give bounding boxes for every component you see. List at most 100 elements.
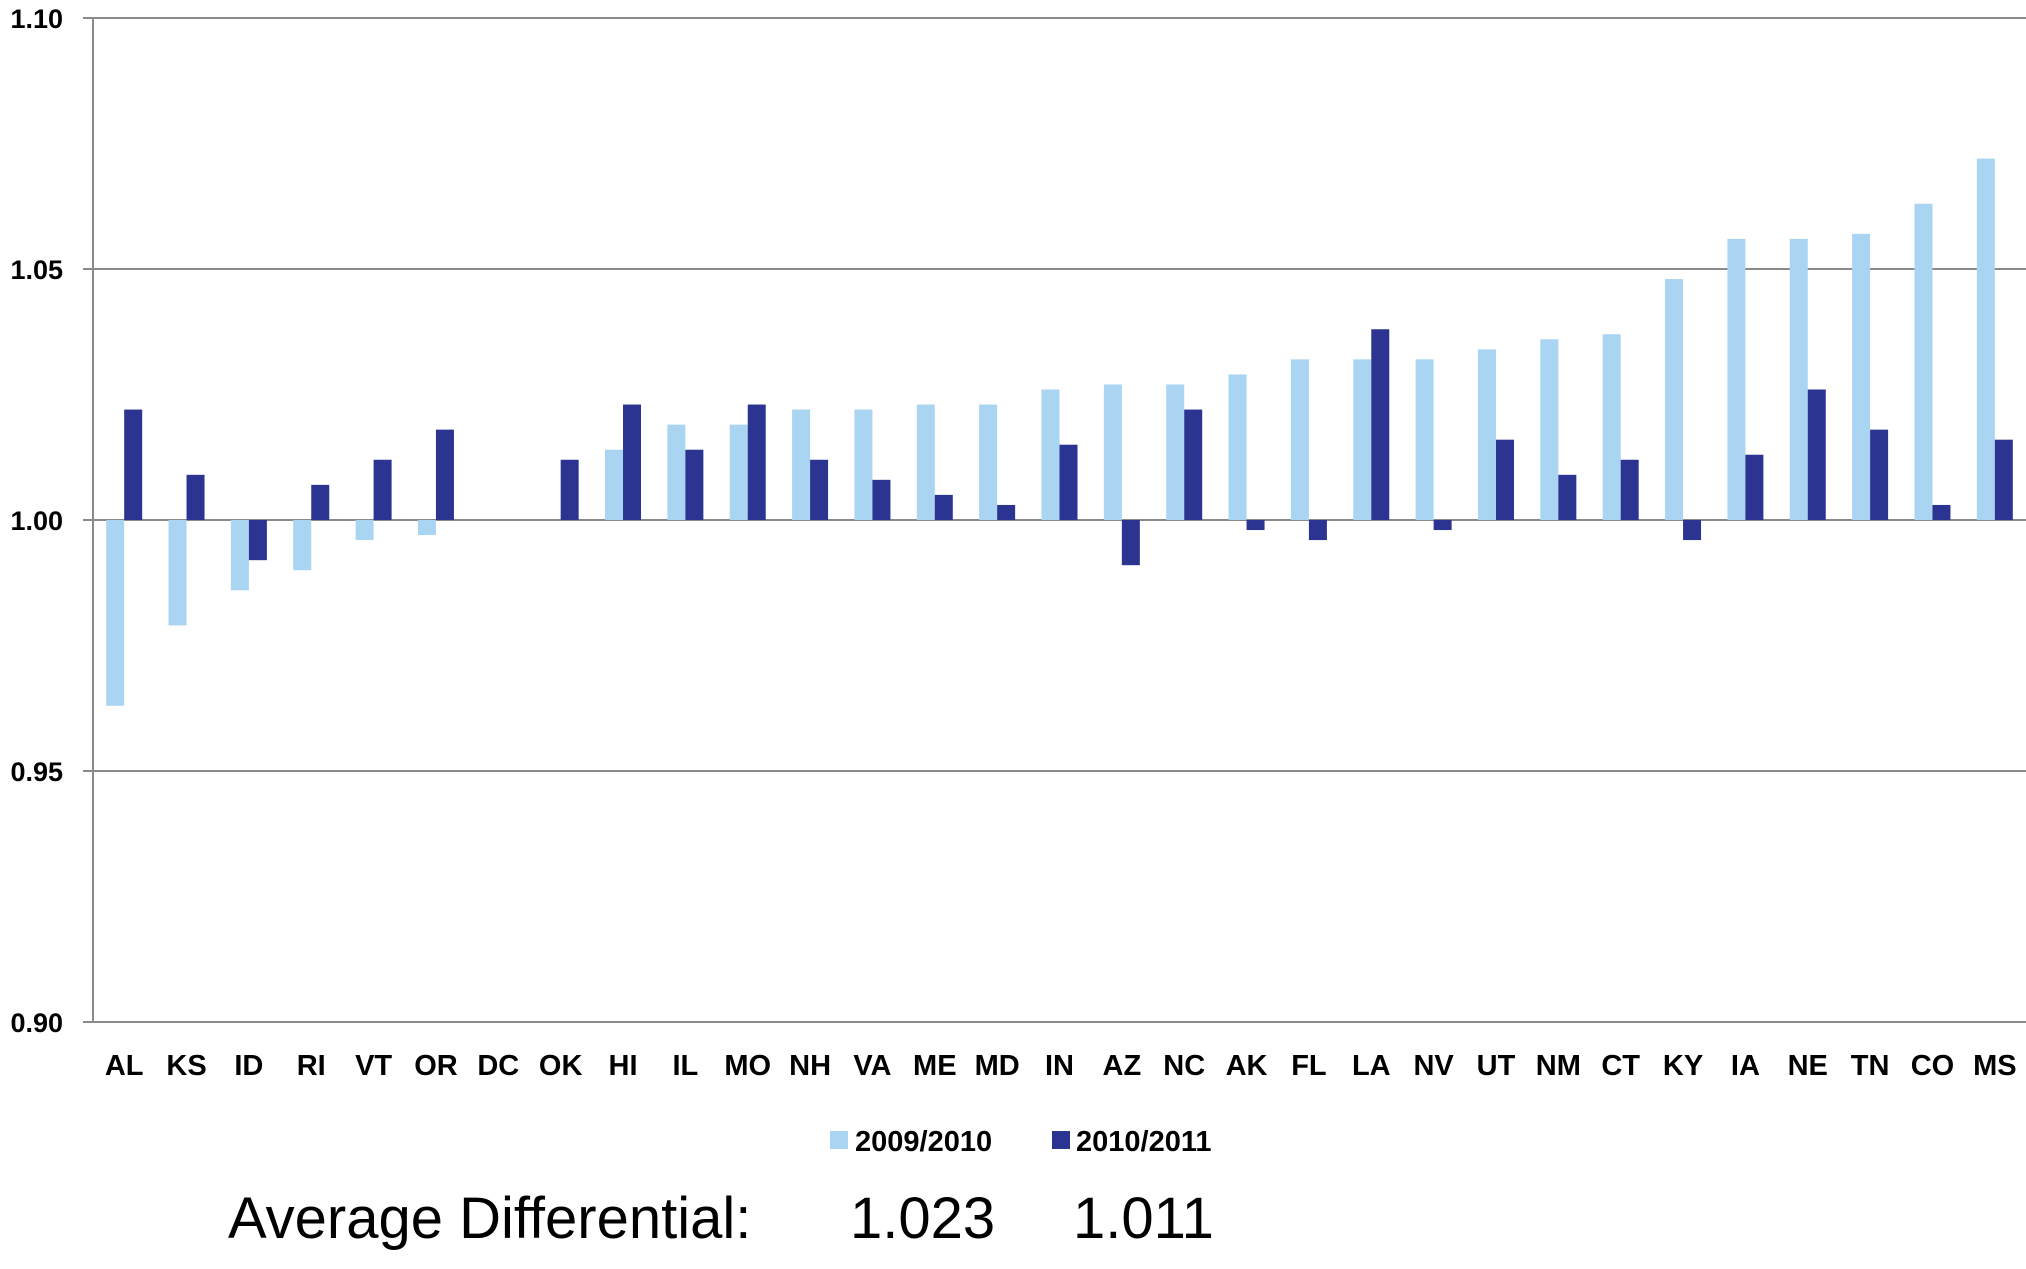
bar-ms-2009-2010 xyxy=(1976,158,1995,520)
bar-ut-2009-2010 xyxy=(1477,349,1496,520)
bar-ok-2010-2011 xyxy=(560,459,579,520)
y-tick-label: 1.10 xyxy=(10,4,63,34)
y-tick-label: 0.95 xyxy=(10,757,63,787)
x-tick-label: NM xyxy=(1536,1050,1581,1082)
y-tick-label: 0.90 xyxy=(10,1008,63,1038)
bar-ia-2009-2010 xyxy=(1727,238,1746,520)
bar-hi-2009-2010 xyxy=(605,449,624,520)
bar-va-2009-2010 xyxy=(854,409,873,520)
x-tick-label: MS xyxy=(1973,1050,2017,1082)
x-tick-label: OK xyxy=(539,1050,583,1082)
bar-vt-2009-2010 xyxy=(355,520,374,541)
bar-me-2009-2010 xyxy=(916,404,935,520)
x-tick-label: KS xyxy=(166,1050,206,1082)
bar-nv-2009-2010 xyxy=(1415,359,1434,520)
bar-md-2010-2011 xyxy=(997,504,1016,520)
x-tick-label: ME xyxy=(913,1050,957,1082)
bar-ne-2010-2011 xyxy=(1807,389,1826,520)
bar-al-2009-2010 xyxy=(106,520,125,706)
legend: 2009/2010 2010/2011 xyxy=(830,1126,1211,1158)
legend-swatch-2009-2010 xyxy=(830,1131,848,1149)
bar-ia-2010-2011 xyxy=(1745,454,1764,520)
x-tick-label: VT xyxy=(355,1050,392,1082)
bar-nh-2010-2011 xyxy=(810,459,829,520)
average-differential: Average Differential: 1.023 1.011 xyxy=(228,1186,1214,1251)
x-tick-label: CO xyxy=(1911,1050,1955,1082)
x-tick-label: AZ xyxy=(1103,1050,1142,1082)
bar-nm-2010-2011 xyxy=(1558,474,1577,520)
bar-ne-2009-2010 xyxy=(1789,238,1808,520)
bar-fl-2009-2010 xyxy=(1290,359,1309,520)
x-tick-label: MD xyxy=(975,1050,1020,1082)
x-tick-label: IL xyxy=(672,1050,698,1082)
bar-al-2010-2011 xyxy=(124,409,143,520)
bar-id-2010-2011 xyxy=(248,520,267,561)
bar-id-2009-2010 xyxy=(230,520,249,591)
bars xyxy=(106,158,2013,706)
bar-az-2009-2010 xyxy=(1103,384,1122,520)
bar-ky-2009-2010 xyxy=(1665,279,1684,520)
bar-il-2009-2010 xyxy=(667,424,686,520)
x-tick-label: LA xyxy=(1352,1050,1391,1082)
x-tick-label: RI xyxy=(297,1050,326,1082)
x-tick-label: HI xyxy=(609,1050,638,1082)
x-tick-label: NH xyxy=(789,1050,831,1082)
bar-ri-2009-2010 xyxy=(293,520,312,571)
bar-az-2010-2011 xyxy=(1121,520,1140,566)
x-tick-label: AL xyxy=(105,1050,144,1082)
x-tick-label: TN xyxy=(1851,1050,1890,1082)
y-tick-label: 1.05 xyxy=(10,255,63,285)
bar-co-2009-2010 xyxy=(1914,203,1933,521)
bar-hi-2010-2011 xyxy=(623,404,642,520)
x-tick-label: AK xyxy=(1226,1050,1268,1082)
bar-ak-2010-2011 xyxy=(1246,520,1265,531)
x-tick-label: DC xyxy=(477,1050,519,1082)
average-differential-label: Average Differential: xyxy=(228,1186,751,1251)
legend-swatch-2010-2011 xyxy=(1052,1131,1070,1149)
bar-la-2009-2010 xyxy=(1353,359,1372,520)
bar-ms-2010-2011 xyxy=(1994,439,2013,520)
bar-me-2010-2011 xyxy=(934,494,953,520)
bar-il-2010-2011 xyxy=(685,449,704,520)
bar-ct-2010-2011 xyxy=(1620,459,1639,520)
x-tick-label: FL xyxy=(1291,1050,1326,1082)
bar-ct-2009-2010 xyxy=(1602,334,1621,520)
bar-ak-2009-2010 xyxy=(1228,374,1247,520)
bar-nc-2009-2010 xyxy=(1166,384,1185,520)
bar-vt-2010-2011 xyxy=(373,459,392,520)
bar-fl-2010-2011 xyxy=(1308,520,1327,541)
bar-la-2010-2011 xyxy=(1371,329,1390,520)
y-tick-label: 1.00 xyxy=(10,506,63,536)
y-axis: 1.10 1.05 1.00 0.95 0.90 xyxy=(10,4,93,1038)
x-tick-label: NV xyxy=(1413,1050,1454,1082)
x-tick-label: VA xyxy=(853,1050,891,1082)
bar-nh-2009-2010 xyxy=(792,409,811,520)
x-axis-labels: AL KS ID RI VT OR DC OK HI IL MO NH VA ME MD IN AZ NC AK FL… xyxy=(105,1050,2017,1082)
legend-label-2009-2010: 2009/2010 xyxy=(855,1126,992,1158)
bar-mo-2010-2011 xyxy=(747,404,766,520)
bar-ut-2010-2011 xyxy=(1495,439,1514,520)
bar-tn-2010-2011 xyxy=(1870,429,1889,520)
x-tick-label: ID xyxy=(234,1050,263,1082)
x-tick-label: KY xyxy=(1663,1050,1703,1082)
x-tick-label: MO xyxy=(724,1050,771,1082)
bar-ri-2010-2011 xyxy=(311,484,330,520)
x-tick-label: UT xyxy=(1477,1050,1516,1082)
bar-nm-2009-2010 xyxy=(1540,339,1559,520)
bar-md-2009-2010 xyxy=(979,404,998,520)
x-tick-label: IN xyxy=(1045,1050,1074,1082)
bar-in-2010-2011 xyxy=(1059,444,1078,520)
bar-in-2009-2010 xyxy=(1041,389,1060,520)
x-tick-label: IA xyxy=(1731,1050,1760,1082)
x-tick-label: OR xyxy=(414,1050,458,1082)
bar-ks-2010-2011 xyxy=(186,474,205,520)
bar-mo-2009-2010 xyxy=(729,424,748,520)
x-tick-label: NC xyxy=(1163,1050,1205,1082)
bar-ky-2010-2011 xyxy=(1683,520,1702,541)
x-tick-label: CT xyxy=(1601,1050,1640,1082)
average-value-2009-2010: 1.023 xyxy=(850,1186,995,1251)
bar-co-2010-2011 xyxy=(1932,504,1951,520)
bar-or-2009-2010 xyxy=(417,520,436,536)
bar-tn-2009-2010 xyxy=(1852,233,1871,521)
bar-va-2010-2011 xyxy=(872,479,891,520)
